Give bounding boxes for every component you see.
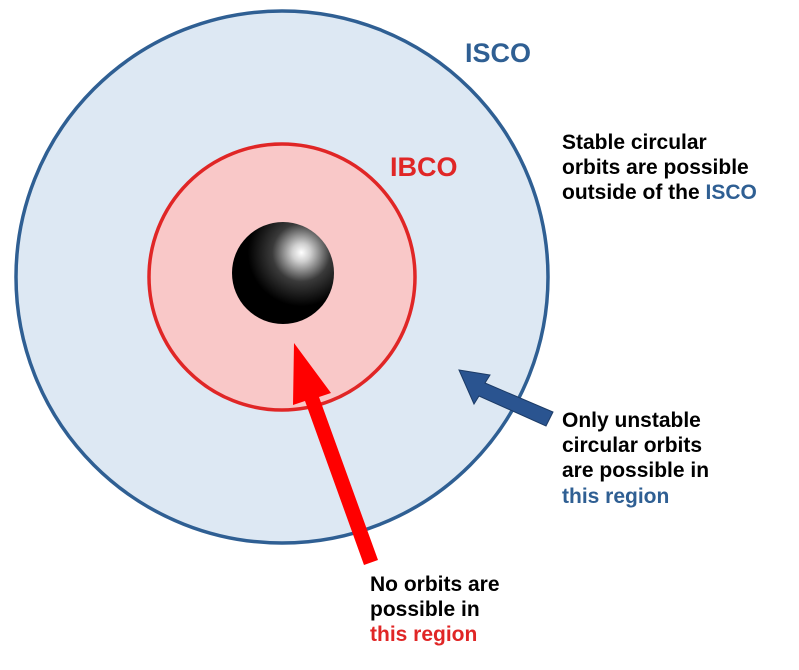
unstable-note-line-2: circular orbits (562, 434, 703, 458)
red-arrow (293, 343, 378, 565)
isco-label: ISCO (465, 38, 532, 68)
stable-orbits-note: Stable circular orbits are possible outs… (562, 130, 757, 206)
unstable-note-line-3: are possible in (562, 459, 710, 483)
unstable-note-line-1: Only unstable (562, 409, 701, 432)
stable-note-line-3-prefix: outside of the (562, 181, 706, 205)
no-orbits-note: No orbits are possible in this region (370, 572, 500, 648)
stable-note-line-1: Stable circular (562, 131, 707, 154)
unstable-orbits-note: Only unstable circular orbits are possib… (562, 408, 709, 509)
blue-arrow (458, 369, 554, 427)
stable-note-line-2: orbits are possible (562, 156, 749, 180)
unstable-note-line-4: this region (562, 484, 670, 508)
black-hole (232, 222, 334, 324)
ibco-label: IBCO (390, 152, 458, 182)
no-orbits-note-line-2: possible in (370, 598, 480, 622)
no-orbits-note-line-3: this region (370, 623, 478, 647)
no-orbits-note-line-1: No orbits are (370, 573, 500, 596)
stable-note-line-3: outside of the ISCO (562, 180, 757, 205)
stable-note-isco-highlight: ISCO (705, 181, 757, 205)
